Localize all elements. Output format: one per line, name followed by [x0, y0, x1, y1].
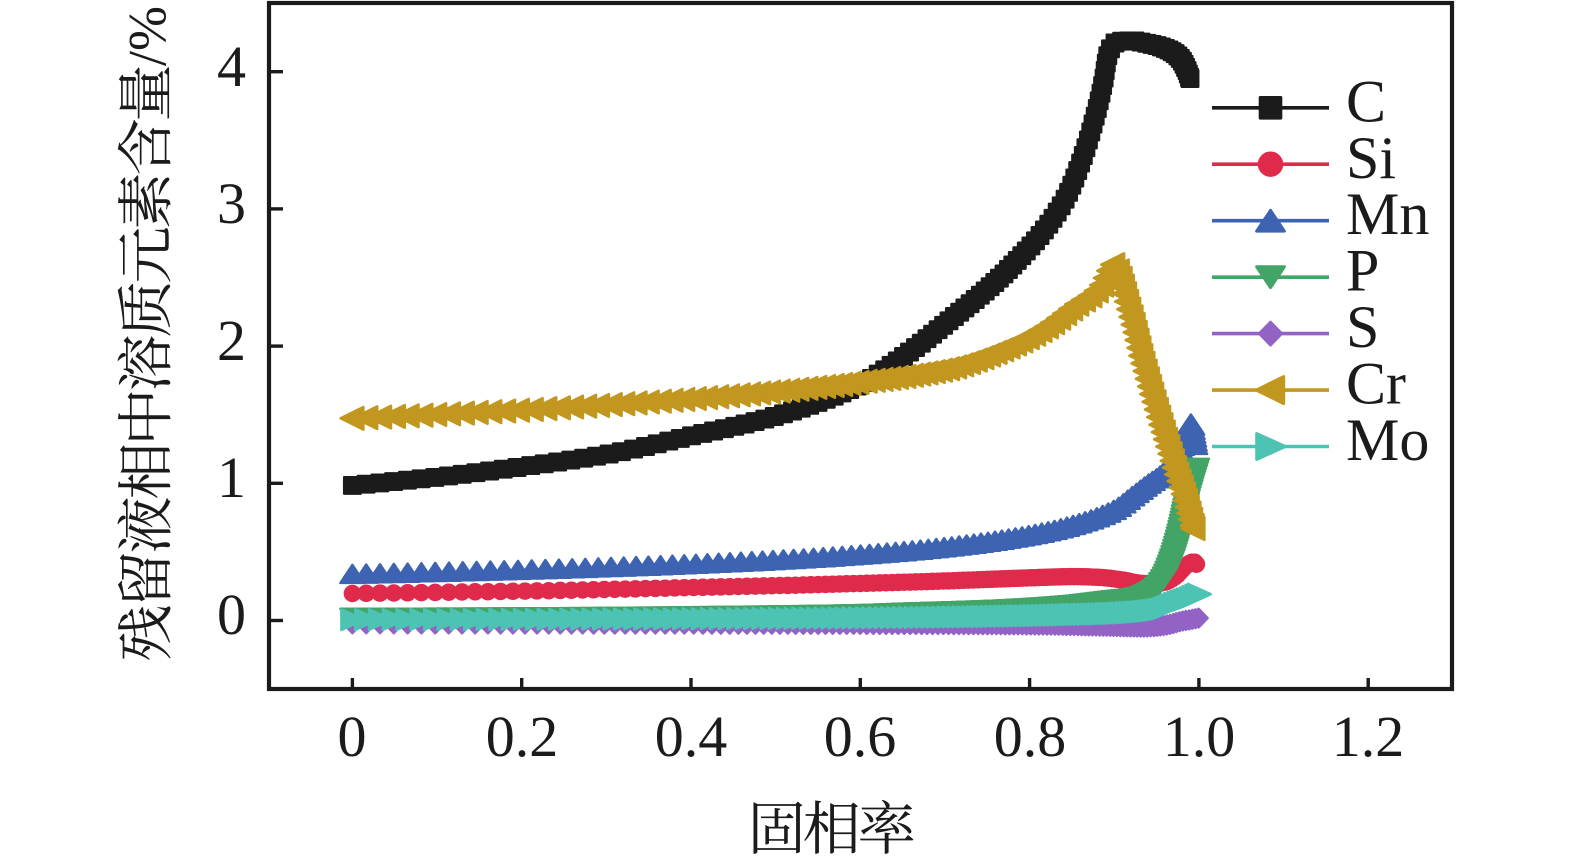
svg-text:0: 0: [217, 582, 246, 647]
svg-text:1.2: 1.2: [1332, 704, 1405, 769]
svg-text:4: 4: [217, 34, 246, 99]
svg-text:Mn: Mn: [1346, 181, 1429, 247]
svg-text:S: S: [1346, 294, 1379, 360]
svg-text:0.4: 0.4: [655, 704, 728, 769]
svg-text:/%: /%: [117, 6, 177, 66]
svg-text:0.8: 0.8: [994, 704, 1067, 769]
svg-text:Cr: Cr: [1346, 351, 1406, 417]
svg-text:C: C: [1346, 68, 1386, 134]
svg-text:2: 2: [217, 308, 246, 373]
svg-text:Si: Si: [1346, 125, 1396, 191]
svg-text:P: P: [1346, 238, 1379, 304]
svg-text:Mo: Mo: [1346, 407, 1429, 473]
svg-text:0.2: 0.2: [486, 704, 559, 769]
svg-text:1.0: 1.0: [1163, 704, 1236, 769]
svg-text:3: 3: [217, 171, 246, 236]
svg-text:0.6: 0.6: [824, 704, 897, 769]
svg-text:1: 1: [217, 445, 246, 510]
svg-text:0: 0: [338, 704, 367, 769]
